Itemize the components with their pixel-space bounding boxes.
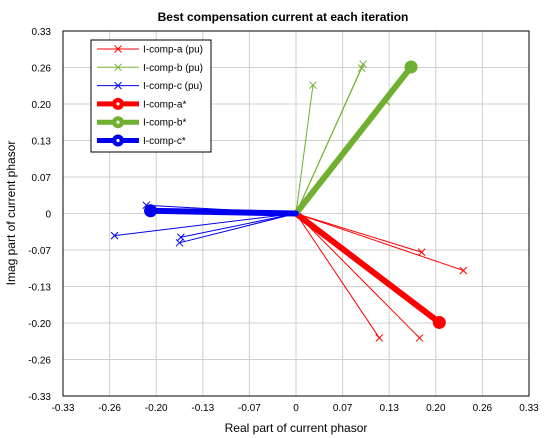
series-I-comp-b* — [293, 60, 418, 217]
legend-label: I-comp-b* — [143, 118, 186, 129]
y-tick-label: -0.07 — [28, 246, 51, 257]
y-tick-label: -0.20 — [28, 319, 51, 330]
series-I-comp-a* — [293, 210, 446, 329]
x-tick-label: 0.20 — [426, 403, 446, 414]
x-marker-stroke — [142, 201, 151, 210]
legend-label: I-comp-c* — [143, 136, 186, 147]
x-tick-label: 0.33 — [519, 403, 539, 414]
phasor-line — [295, 213, 420, 339]
phasor-line — [180, 213, 297, 238]
legend-label: I-comp-c (pu) — [143, 81, 202, 92]
best-phasor-marker — [432, 315, 446, 329]
legend-entry: I-comp-c (pu) — [97, 81, 202, 92]
y-tick-label: 0.07 — [32, 173, 52, 184]
phasor-line — [179, 213, 297, 244]
phasor-line — [295, 213, 380, 339]
y-tick-label: 0.13 — [32, 137, 52, 148]
y-tick-label: -0.33 — [28, 392, 51, 403]
x-marker-stroke — [114, 63, 122, 72]
x-tick-label: -0.13 — [191, 403, 214, 414]
legend: I-comp-a (pu) I-comp-b (pu) I-comp-c (pu) I… — [90, 39, 212, 153]
legend-entry: I-comp-a* — [97, 97, 186, 110]
x-marker-stroke — [415, 334, 424, 342]
best-phasor-line — [147, 207, 299, 217]
x-tick-label: 0 — [293, 403, 299, 414]
x-tick-label: 0.13 — [379, 403, 399, 414]
x-marker-stroke — [175, 238, 184, 247]
x-marker-stroke — [417, 248, 426, 257]
x-tick-label: -0.33 — [52, 403, 75, 414]
y-tick-label: 0.26 — [32, 64, 52, 75]
x-tick-label: -0.20 — [145, 403, 168, 414]
x-marker-stroke — [177, 233, 185, 242]
best-phasor-line — [293, 63, 415, 217]
x-marker-stroke — [375, 334, 384, 342]
x-tick-label: -0.26 — [98, 403, 121, 414]
x-tick-label: 0.26 — [473, 403, 493, 414]
tick-labels: -0.33 -0.26 -0.20 -0.13 -0.07 0 0.07 0.13 0.20 0.… — [28, 27, 539, 414]
plot-frame — [62, 30, 530, 397]
y-tick-label: 0.33 — [32, 27, 52, 38]
phasor-line — [295, 213, 422, 253]
series-layer — [110, 60, 468, 342]
best-phasor-marker — [144, 204, 158, 218]
phasor-line — [295, 85, 314, 214]
legend-entry: I-comp-b* — [97, 116, 186, 129]
best-phasor-line — [293, 210, 443, 326]
series-I-comp-c (pu) — [110, 201, 297, 247]
x-axis-label: Real part of current phasor — [225, 421, 368, 435]
chart-title: Best compensation current at each iterat… — [158, 10, 409, 24]
y-tick-label: 0.20 — [32, 100, 52, 111]
series-I-comp-a (pu) — [295, 213, 468, 342]
y-tick-label: -0.26 — [28, 356, 51, 367]
legend-label: I-comp-a (pu) — [143, 45, 203, 56]
x-marker-stroke — [459, 266, 468, 275]
legend-entry: I-comp-a (pu) — [97, 45, 203, 56]
legend-box — [90, 39, 212, 153]
legend-label: I-comp-a* — [143, 99, 186, 110]
legend-marker-dot — [116, 120, 120, 124]
legend-entry: I-comp-c* — [97, 134, 186, 147]
phasor-line — [295, 63, 364, 214]
phasor-line — [295, 213, 464, 271]
legend-label: I-comp-b (pu) — [143, 63, 203, 74]
best-phasor-marker — [404, 60, 418, 74]
x-tick-label: 0.07 — [333, 403, 353, 414]
legend-entry: I-comp-b (pu) — [97, 63, 203, 74]
x-marker-stroke — [114, 81, 122, 90]
y-tick-label: 0 — [45, 210, 51, 221]
x-marker-stroke — [110, 231, 119, 240]
series-I-comp-c* — [144, 204, 299, 218]
x-marker-stroke — [309, 81, 317, 90]
legend-marker-dot — [116, 102, 120, 106]
phasor-line — [114, 213, 297, 237]
x-marker-stroke — [114, 45, 122, 53]
legend-marker-dot — [116, 138, 120, 143]
x-tick-label: -0.07 — [238, 403, 261, 414]
y-tick-label: -0.13 — [28, 283, 51, 294]
x-marker-stroke — [359, 60, 367, 69]
y-axis-label: Imag part of current phasor — [4, 141, 18, 286]
